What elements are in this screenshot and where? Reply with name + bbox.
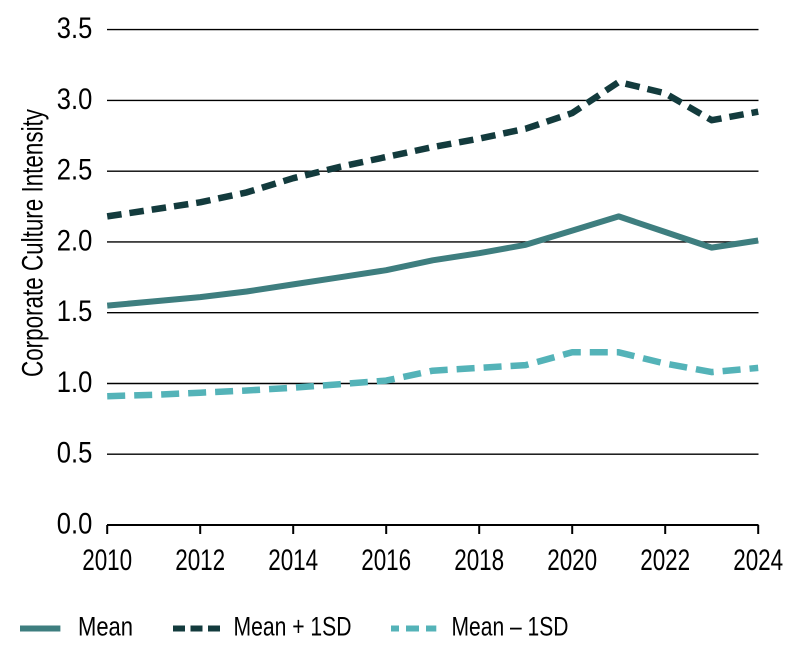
svg-text:2018: 2018 [454, 544, 504, 577]
svg-text:Mean + 1SD: Mean + 1SD [234, 612, 352, 642]
svg-text:2014: 2014 [268, 544, 318, 577]
svg-text:3.0: 3.0 [57, 83, 93, 116]
svg-text:2022: 2022 [640, 544, 690, 577]
svg-text:Corporate Culture Intensity: Corporate Culture Intensity [17, 109, 50, 377]
svg-text:Mean: Mean [78, 612, 133, 642]
svg-text:2020: 2020 [547, 544, 597, 577]
svg-text:0.5: 0.5 [57, 437, 93, 470]
svg-text:2.0: 2.0 [57, 224, 93, 257]
svg-text:2.5: 2.5 [57, 154, 93, 187]
svg-text:1.5: 1.5 [57, 295, 93, 328]
svg-text:Mean – 1SD: Mean – 1SD [452, 612, 569, 642]
svg-text:2012: 2012 [175, 544, 225, 577]
svg-text:2016: 2016 [361, 544, 411, 577]
svg-text:2010: 2010 [82, 544, 132, 577]
svg-text:0.0: 0.0 [57, 508, 93, 541]
svg-text:3.5: 3.5 [57, 12, 93, 45]
svg-text:2024: 2024 [733, 544, 783, 577]
svg-text:1.0: 1.0 [57, 366, 93, 399]
